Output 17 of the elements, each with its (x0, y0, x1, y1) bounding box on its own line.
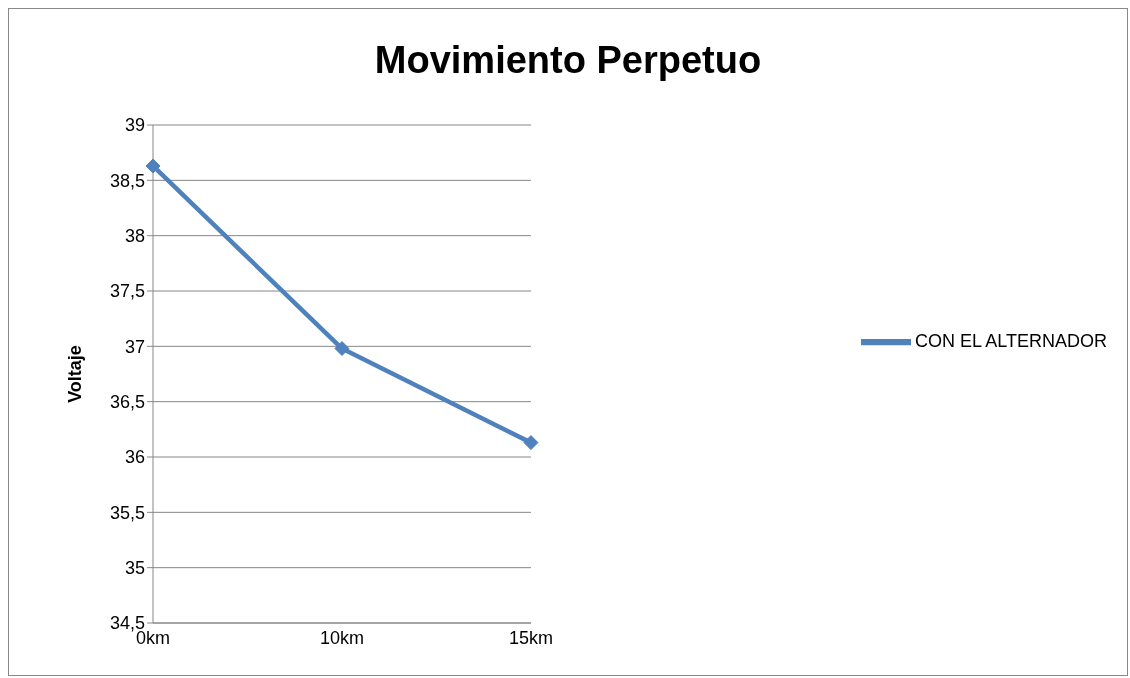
y-tick-label: 39 (124, 115, 145, 136)
x-tick-label: 15km (508, 627, 553, 648)
y-tick-label: 35 (124, 558, 145, 579)
legend-label: CON EL ALTERNADOR (914, 330, 1107, 351)
y-tick-label: 37,5 (109, 281, 145, 302)
x-tick-label: 10km (319, 627, 364, 648)
chart-title: Movimiento Perpetuo (373, 39, 763, 82)
point (523, 435, 539, 451)
y-tick-label: 38 (124, 226, 145, 247)
point (145, 158, 161, 174)
y-tick-label: 35,5 (109, 502, 145, 523)
y-tick-label: 36,5 (109, 392, 145, 413)
point (334, 341, 350, 357)
y-tick-label: 36 (124, 447, 145, 468)
y-axis-title: Voltaje (65, 345, 86, 403)
y-tick-label: 38,5 (109, 170, 145, 191)
y-tick-label: 37 (124, 336, 145, 357)
